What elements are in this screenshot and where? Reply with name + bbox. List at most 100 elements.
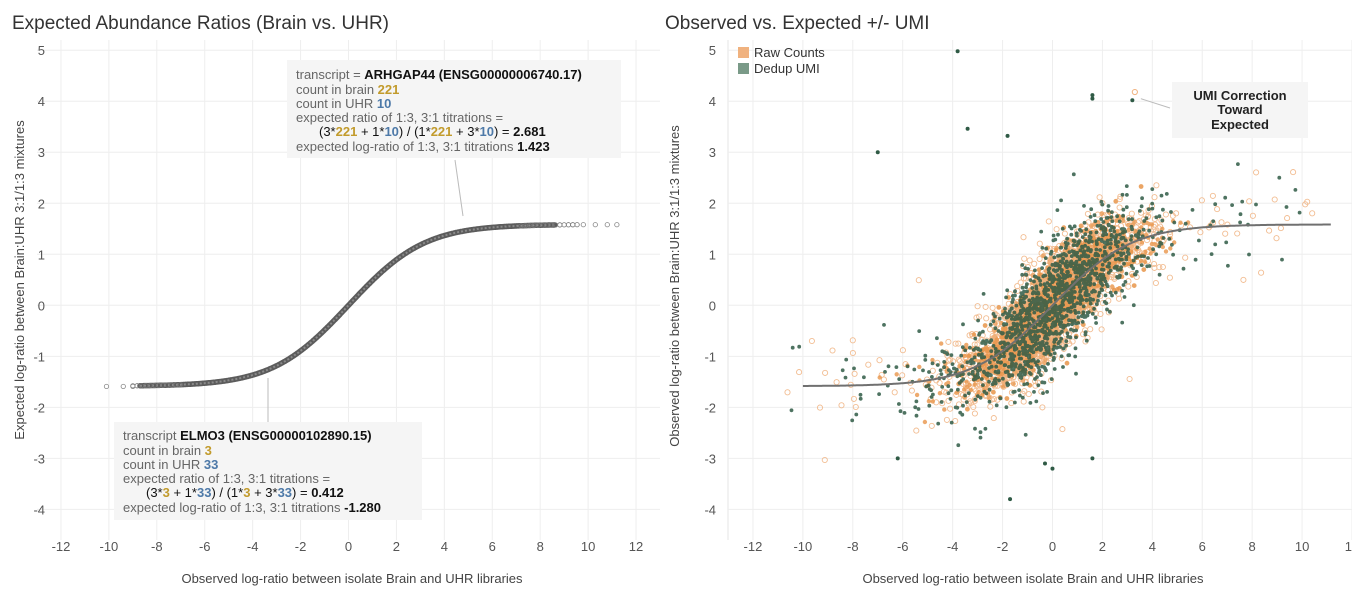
- annotation-elmo3-ratio-label: expected ratio of 1:3, 3:1 titrations =: [123, 471, 330, 486]
- arhgap44-logratio-value: 1.423: [517, 139, 550, 154]
- callout-box: [1172, 82, 1308, 138]
- chart2-x-tick-label: 4: [1149, 539, 1156, 554]
- chart2-x-ticks: -12 -10 -8 -6 -4 -2 0 2 4 6 8 10 12: [744, 539, 1352, 554]
- legend-swatch-raw-counts: [738, 47, 749, 58]
- chart1-x-tick-label: -4: [247, 539, 259, 554]
- callout-line-3: Expected: [1211, 117, 1269, 132]
- annotation-elmo3-logratio: expected log-ratio of 1:3, 3:1 titration…: [123, 500, 381, 515]
- chart1-x-tick-label: 6: [489, 539, 496, 554]
- chart1-x-tick-label: 0: [345, 539, 352, 554]
- chart1-expected-curve-texture: [140, 223, 555, 387]
- chart1-y-tick-label: 5: [38, 43, 45, 58]
- chart1-y-tick-label: 2: [38, 196, 45, 211]
- chart2-y-tick-label: 2: [709, 196, 716, 211]
- elmo3-formula-uhr-1: 33: [197, 485, 211, 500]
- chart2-outlier-points: [875, 49, 1138, 502]
- annotation-elmo3-uhr: count in UHR 33: [123, 457, 218, 472]
- arhgap44-uhr-count: 10: [377, 96, 391, 111]
- arhgap44-ratio-value: 2.681: [513, 124, 546, 139]
- chart1-x-tick-label: 12: [629, 539, 643, 554]
- chart2-outlier-dedup: [965, 126, 970, 131]
- chart2-expected-curve-group: [802, 223, 1331, 387]
- chart2-dedup-umi-points: [789, 162, 1302, 448]
- chart-observed-vs-expected: Observed vs. Expected +/- UMI -12 -10 -8 -6…: [665, 13, 1352, 586]
- chart2-x-tick-label: -12: [744, 539, 763, 554]
- chart2-x-tick-label: -4: [947, 539, 959, 554]
- arhgap44-transcript-name: ARHGAP44 (ENSG00000006740.17): [364, 67, 582, 82]
- elmo3-formula-brain-1: 3: [163, 485, 170, 500]
- arhgap44-formula-uhr-1: 10: [384, 124, 398, 139]
- chart1-tail-point: [120, 383, 126, 390]
- legend-label-dedup-umi: Dedup UMI: [754, 61, 820, 76]
- chart2-x-tick-label: 0: [1049, 539, 1056, 554]
- chart2-x-tick-label: 8: [1249, 539, 1256, 554]
- chart1-tail-point: [592, 222, 598, 228]
- dedup-umi-scatter: [789, 162, 1302, 448]
- chart2-legend: Raw Counts Dedup UMI: [738, 45, 825, 76]
- arhgap44-formula-brain-1: 221: [336, 124, 358, 139]
- chart2-x-tick-label: 12: [1345, 539, 1352, 554]
- chart2-x-tick-label: 6: [1199, 539, 1206, 554]
- arhgap44-uhr-label: count in UHR: [296, 96, 377, 111]
- chart1-y-tick-label: 1: [38, 247, 45, 262]
- chart2-expected-curve: [802, 223, 1331, 387]
- chart1-x-label: Observed log-ratio between isolate Brain…: [181, 571, 523, 586]
- annotation-arhgap44-logratio: expected log-ratio of 1:3, 3:1 titration…: [296, 139, 550, 154]
- chart2-outlier-dedup: [1042, 461, 1047, 466]
- chart1-y-tick-label: -1: [33, 349, 45, 364]
- chart1-x-tick-label: 4: [441, 539, 448, 554]
- elmo3-formula-uhr-2: 33: [278, 485, 292, 500]
- chart1-y-tick-label: -4: [33, 502, 45, 517]
- chart2-x-tick-label: -10: [793, 539, 812, 554]
- annotation-arhgap44-box: [287, 60, 621, 158]
- elmo3-uhr-label: count in UHR: [123, 457, 204, 472]
- callout-line-1: UMI Correction: [1193, 88, 1286, 103]
- chart1-x-tick-label: -12: [52, 539, 71, 554]
- chart2-outlier-dedup: [955, 49, 960, 54]
- chart1-y-label: Expected log-ratio between Brain:UHR 3:1…: [12, 120, 27, 440]
- chart2-x-tick-label: 10: [1295, 539, 1309, 554]
- chart2-x-tick-label: -2: [997, 539, 1009, 554]
- elmo3-brain-count: 3: [205, 443, 212, 458]
- chart1-y-tick-label: -3: [33, 451, 45, 466]
- annotation-arhgap44-formula: (3*221 + 1*10) / (1*221 + 3*10) = 2.681: [319, 124, 546, 139]
- chart1-y-tick-label: -2: [33, 400, 45, 415]
- annotation-elmo3-transcript: transcript ELMO3 (ENSG00000102890.15): [123, 428, 372, 443]
- annotation-arhgap44-uhr: count in UHR 10: [296, 96, 391, 111]
- arhgap44-formula-uhr-2: 10: [480, 124, 494, 139]
- chart2-outlier-dedup: [875, 150, 880, 155]
- chart1-tail-point: [580, 222, 586, 228]
- chart2-outlier-dedup: [895, 456, 900, 461]
- chart2-y-tick-label: -3: [704, 451, 716, 466]
- chart1-tail-point: [604, 222, 610, 228]
- chart1-x-tick-label: -6: [199, 539, 211, 554]
- annotation-elmo3-formula: (3*3 + 1*33) / (1*3 + 3*33) = 0.412: [146, 485, 344, 500]
- elmo3-transcript-name: ELMO3 (ENSG00000102890.15): [180, 428, 372, 443]
- elmo3-logratio-label: expected log-ratio of 1:3, 3:1 titration…: [123, 500, 344, 515]
- chart1-y-ticks: 5 4 3 2 1 0 -1 -2 -3 -4: [33, 43, 45, 517]
- chart1-points: [103, 222, 620, 390]
- elmo3-transcript-label: transcript: [123, 428, 180, 443]
- chart1-title: Expected Abundance Ratios (Brain vs. UHR…: [12, 13, 389, 34]
- elmo3-logratio-value: -1.280: [344, 500, 381, 515]
- chart2-y-label: Observed log-ratio between Brain:UHR 3:1…: [667, 125, 682, 447]
- annotation-arhgap44-ratio-label: expected ratio of 1:3, 3:1 titrations =: [296, 110, 503, 125]
- chart2-y-tick-label: -4: [704, 502, 716, 517]
- legend-label-raw-counts: Raw Counts: [754, 45, 825, 60]
- chart2-y-ticks: 5 4 3 2 1 0 -1 -2 -3 -4: [704, 43, 716, 517]
- chart1-x-tick-label: -10: [99, 539, 118, 554]
- chart1-x-ticks: -12 -10 -8 -6 -4 -2 0 2 4 6 8 10 12: [52, 539, 644, 554]
- chart2-title: Observed vs. Expected +/- UMI: [665, 13, 930, 34]
- chart2-outlier-dedup: [1090, 93, 1095, 98]
- chart2-y-tick-label: -2: [704, 400, 716, 415]
- chart1-point: [574, 222, 580, 228]
- chart1-y-tick-label: 0: [38, 298, 45, 313]
- chart2-outlier-dedup: [1090, 96, 1095, 101]
- arhgap44-brain-count: 221: [378, 82, 400, 97]
- arhgap44-logratio-label: expected log-ratio of 1:3, 3:1 titration…: [296, 139, 517, 154]
- chart2-y-tick-label: 0: [709, 298, 716, 313]
- chart2-x-label: Observed log-ratio between isolate Brain…: [862, 571, 1204, 586]
- chart-expected-abundance: Expected Abundance Ratios (Brain vs. UHR…: [12, 13, 660, 586]
- chart1-point: [565, 222, 572, 228]
